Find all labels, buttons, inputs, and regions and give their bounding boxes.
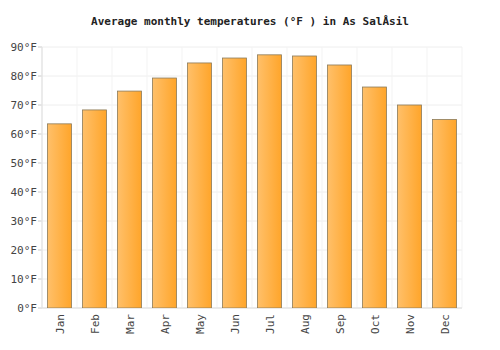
tick-mark [38,192,42,193]
y-tick-label: 0°F [17,302,37,315]
tick-mark [38,308,42,309]
grid-line-vertical [322,47,323,308]
x-tick-label: Jul [264,314,277,334]
x-tick-label: Jun [229,314,242,334]
bar [118,91,142,308]
x-tick-label: May [194,314,207,334]
grid-line-vertical [147,47,148,308]
x-tick-label: Aug [299,314,312,334]
grid-line-vertical [252,47,253,308]
bar [363,87,387,308]
tick-mark [38,134,42,135]
y-tick-label: 30°F [11,215,38,228]
bar [153,78,177,308]
x-tick-label: Dec [439,314,452,334]
bars [48,55,457,308]
x-tick-label: Apr [159,314,172,334]
y-tick-label: 20°F [11,244,38,257]
y-tick-label: 50°F [11,157,38,170]
grid-line-vertical [427,47,428,308]
chart-container: Average monthly temperatures (°F ) in As… [0,0,500,350]
grid-line-vertical [77,47,78,308]
tick-mark [38,163,42,164]
x-tick-label: Nov [404,314,417,334]
grid-line-vertical [462,47,463,308]
bar [328,65,352,308]
bar [258,55,282,308]
bar [188,63,212,308]
chart-svg: Average monthly temperatures (°F ) in As… [0,0,500,350]
x-tick-label: Sep [334,314,347,334]
bar [293,56,317,308]
y-axis-line [42,47,43,308]
grid-line-vertical [112,47,113,308]
tick-mark [38,47,42,48]
tick-mark [38,279,42,280]
x-tick-label: Oct [369,314,382,334]
x-tick-label: Jan [54,314,67,334]
bar [48,124,72,308]
grid-line-vertical [287,47,288,308]
tick-mark [38,221,42,222]
tick-mark [38,76,42,77]
grid-line-vertical [357,47,358,308]
y-tick-label: 80°F [11,70,38,83]
bar [83,110,107,308]
tick-mark [38,250,42,251]
x-tick-label: Mar [124,314,137,334]
bar [223,58,247,308]
y-tick-label: 70°F [11,99,38,112]
tick-mark [38,105,42,106]
y-tick-label: 40°F [11,186,38,199]
grid-line-vertical [217,47,218,308]
y-tick-label: 60°F [11,128,38,141]
grid-line-vertical [182,47,183,308]
bar [433,120,457,309]
grid-line-vertical [392,47,393,308]
grid-line-vertical [42,47,43,308]
x-tick-label: Feb [89,314,102,334]
title: Average monthly temperatures (°F ) in As… [91,15,409,28]
y-tick-label: 90°F [11,41,38,54]
bar [398,105,422,308]
y-tick-label: 10°F [11,273,38,286]
